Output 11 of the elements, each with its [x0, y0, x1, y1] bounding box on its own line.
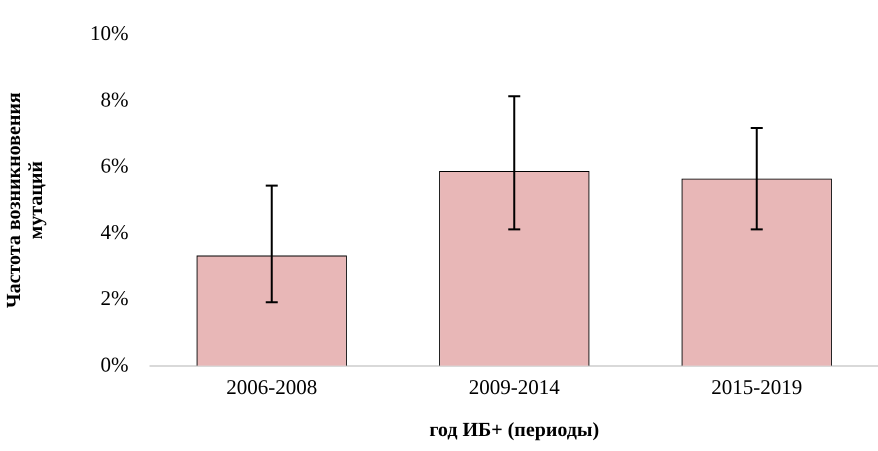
x-tick-label: 2015-2019 — [711, 374, 802, 399]
x-tick-label: 2006-2008 — [226, 374, 318, 399]
y-tick-label: 6% — [100, 154, 128, 178]
y-tick-label: 2% — [100, 286, 128, 310]
y-tick-label: 4% — [100, 220, 128, 244]
x-axis-title: год ИБ+ (периоды) — [429, 419, 600, 442]
y-tick-label: 10% — [90, 21, 128, 46]
y-tick-label: 8% — [100, 87, 128, 112]
y-axis-title: Частота возникновения мутаций — [3, 92, 48, 308]
x-tick-label: 2009-2014 — [468, 374, 560, 399]
y-tick-label: 0% — [100, 352, 128, 376]
